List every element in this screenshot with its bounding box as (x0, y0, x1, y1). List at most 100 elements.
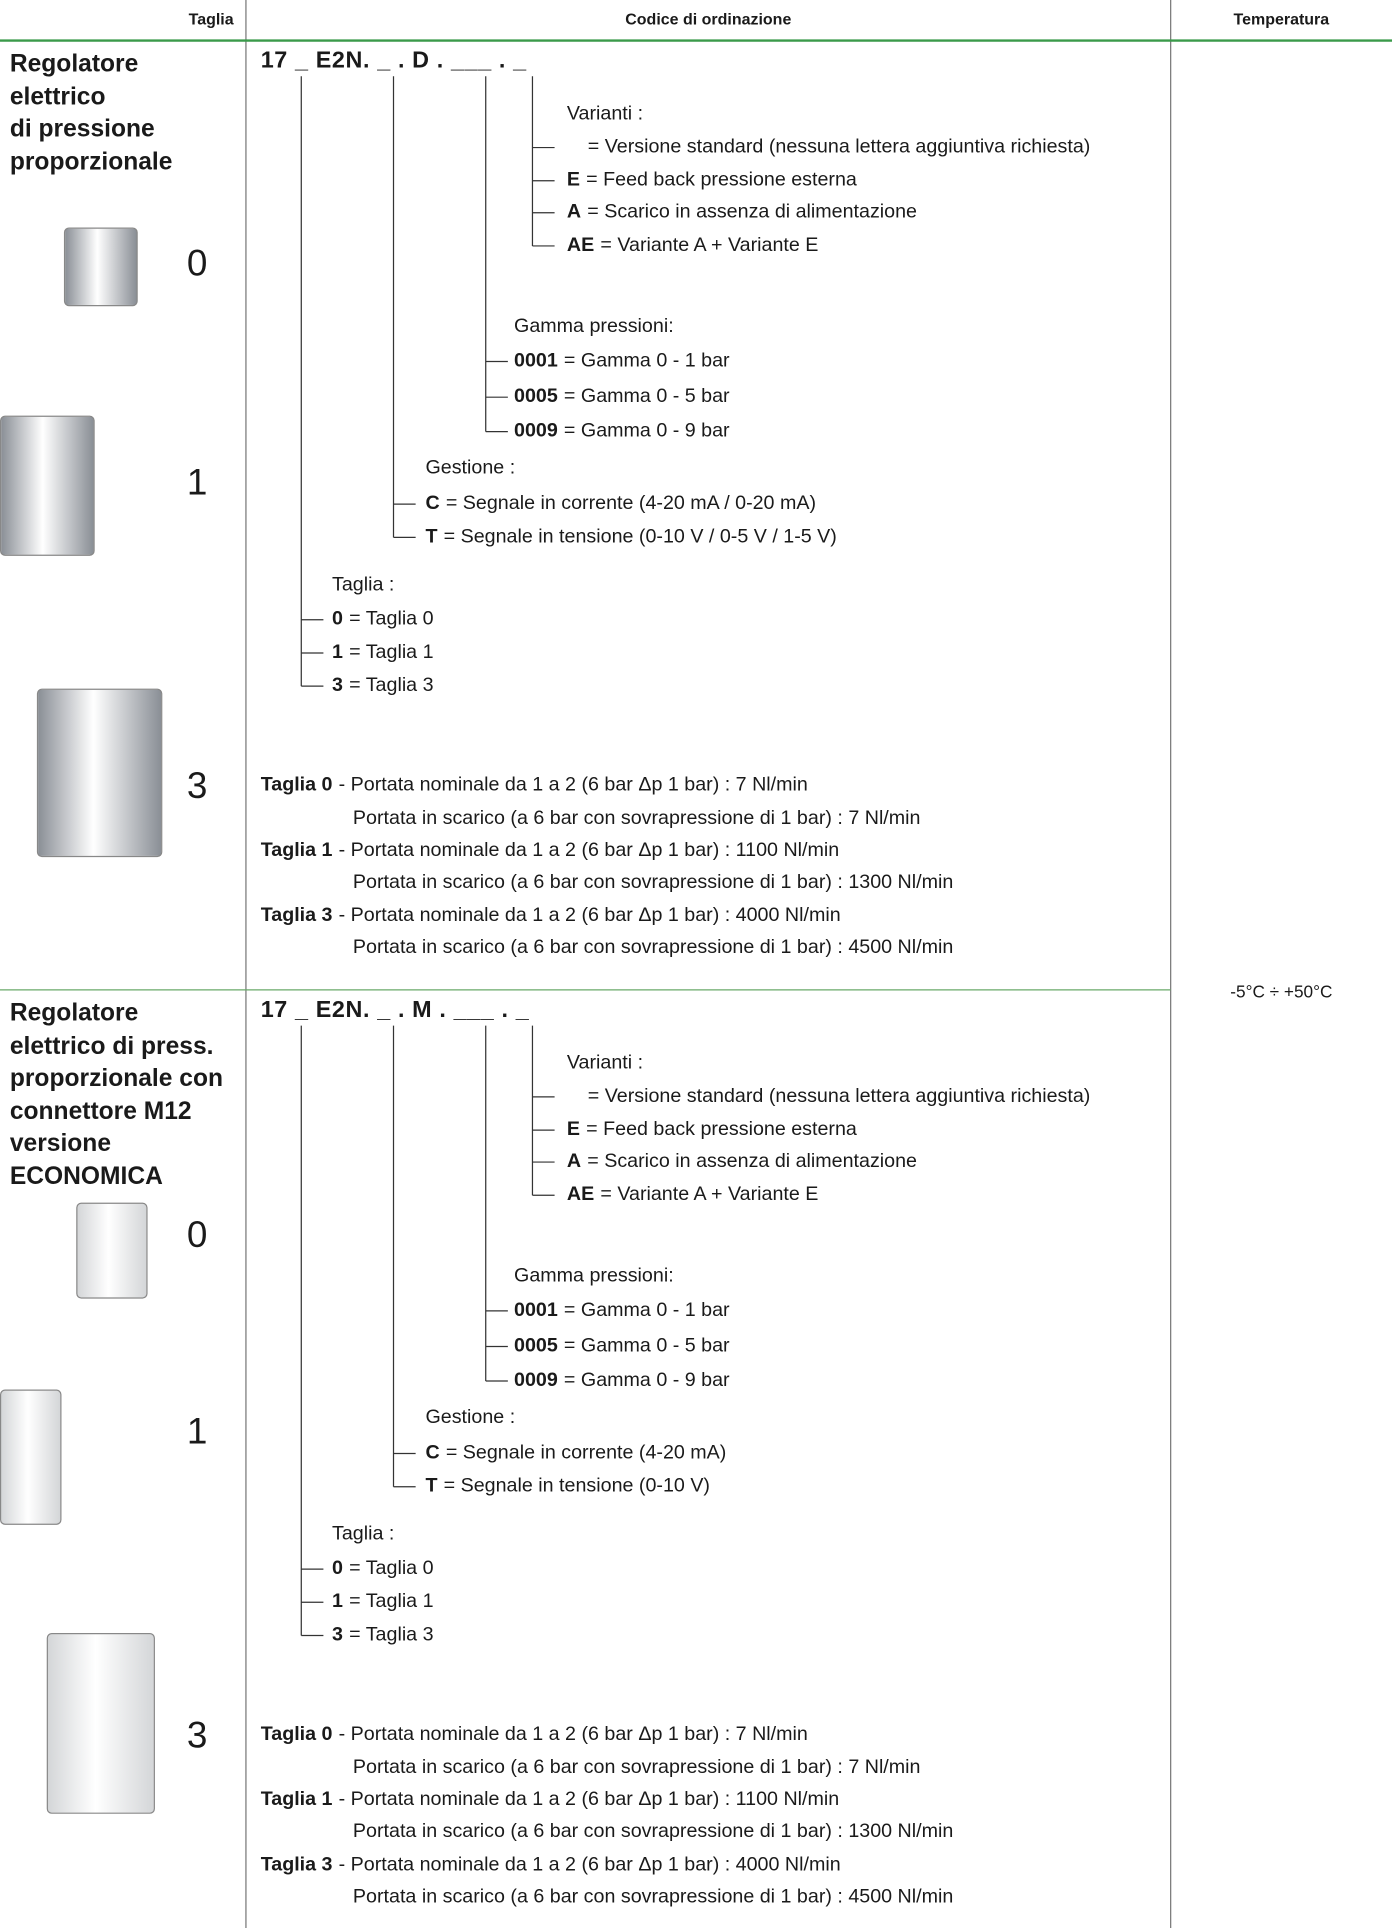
option: 0009 = Gamma 0 - 9 bar (514, 419, 730, 444)
product-image (76, 1202, 148, 1299)
flow-line: Taglia 1- Portata nominale da 1 a 2 (6 b… (261, 839, 839, 864)
option: C = Segnale in corrente (4-20 mA) (425, 1441, 726, 1466)
option: T = Segnale in tensione (0-10 V / 0-5 V /… (425, 525, 836, 550)
temperature: -5°C ÷ +50°C (1230, 981, 1333, 1001)
option-text: = Gamma 0 - 9 bar (563, 1369, 730, 1391)
option: 3 = Taglia 3 (332, 1623, 434, 1648)
option: E = Feed back pressione esterna (567, 168, 857, 193)
option-key: C (425, 1442, 440, 1464)
option-text: = Taglia 3 (349, 1624, 434, 1646)
option-key: C (425, 493, 440, 515)
header-code: Codice di ordinazione (625, 9, 792, 29)
header-temperature: Temperatura (1233, 9, 1330, 29)
section-title: proporzionale (9, 148, 173, 176)
flow-line: Taglia 1- Portata nominale da 1 a 2 (6 b… (261, 1788, 839, 1813)
option-text: = Taglia 3 (349, 675, 434, 697)
option-key: E (566, 169, 581, 191)
size-number: 0 (186, 243, 208, 285)
option: 1 = Taglia 1 (332, 1590, 434, 1615)
option-key: T (425, 1475, 438, 1497)
option-text: = Versione standard (nessuna lettera agg… (587, 1085, 1091, 1107)
header-size: Taglia (188, 9, 234, 29)
option: = Versione standard (nessuna lettera agg… (588, 135, 1091, 160)
option-text: = Taglia 0 (349, 608, 434, 630)
flow-line: Taglia 0- Portata nominale da 1 a 2 (6 b… (261, 1723, 808, 1748)
flow-line: Portata in scarico (a 6 bar con sovrapre… (353, 871, 953, 896)
flow-line-text: - Portata nominale da 1 a 2 (6 bar Δp 1 … (338, 774, 808, 796)
flow-line: Portata in scarico (a 6 bar con sovrapre… (353, 1885, 953, 1910)
option-key: 0009 (514, 1369, 558, 1391)
option: 3 = Taglia 3 (332, 674, 434, 699)
option: 1 = Taglia 1 (332, 641, 434, 666)
option-text: = Gamma 0 - 1 bar (563, 350, 730, 372)
option-key: 1 (332, 641, 343, 663)
option-key: AE (566, 234, 595, 256)
size-number: 3 (186, 1715, 208, 1757)
flow-line-text: Portata in scarico (a 6 bar con sovrapre… (352, 807, 921, 829)
flow-line-text: Portata in scarico (a 6 bar con sovrapre… (352, 1821, 954, 1843)
option-text: = Feed back pressione esterna (586, 1119, 857, 1140)
option-key: 0 (332, 608, 343, 630)
product-image (63, 227, 138, 307)
option: E = Feed back pressione esterna (567, 1118, 857, 1143)
section-title: connettore M12 (9, 1097, 192, 1125)
flow-line: Taglia 3- Portata nominale da 1 a 2 (6 b… (261, 1853, 841, 1878)
group-label: Taglia : (332, 1523, 395, 1545)
option-key: A (566, 201, 582, 223)
option: T = Segnale in tensione (0-10 V) (425, 1474, 710, 1499)
option-text: = Segnale in tensione (0-10 V) (443, 1475, 710, 1497)
order-code: 17 _ E2N. _ . D . ___ . _ (260, 47, 527, 74)
product-image (46, 1633, 155, 1814)
option: 0001 = Gamma 0 - 1 bar (514, 349, 730, 374)
flow-line-text: Portata in scarico (a 6 bar con sovrapre… (352, 937, 954, 958)
flow-line: Portata in scarico (a 6 bar con sovrapre… (353, 936, 953, 961)
flow-line: Portata in scarico (a 6 bar con sovrapre… (353, 807, 921, 832)
product-image (0, 1389, 62, 1525)
option-key: A (566, 1150, 582, 1172)
option-key: 1 (332, 1591, 343, 1613)
section-title: Regolatore (9, 50, 139, 78)
option-key: 0005 (514, 386, 558, 408)
option: C = Segnale in corrente (4-20 mA / 0-20 m… (425, 492, 816, 517)
flow-line-text: - Portata nominale da 1 a 2 (6 bar Δp 1 … (338, 1854, 841, 1876)
option-text: = Taglia 0 (349, 1558, 434, 1579)
option-text: = Taglia 1 (349, 1591, 434, 1613)
option-text: = Gamma 0 - 9 bar (563, 420, 730, 442)
section-title: proporzionale con (9, 1064, 223, 1092)
option-key: 0009 (514, 420, 558, 442)
option-key: T (425, 526, 438, 548)
flow-line-text: Portata in scarico (a 6 bar con sovrapre… (352, 871, 954, 893)
option: AE = Variante A + Variante E (567, 1183, 819, 1208)
flow-line-text: - Portata nominale da 1 a 2 (6 bar Δp 1 … (338, 839, 840, 861)
option-text: = Segnale in corrente (4-20 mA) (445, 1442, 727, 1464)
section-title: elettrico (9, 83, 106, 111)
option-text: = Gamma 0 - 1 bar (563, 1299, 730, 1321)
product-image (0, 415, 95, 556)
group-label: Gestione : (425, 457, 516, 479)
option-text: = Variante A + Variante E (600, 1184, 819, 1206)
option: 0009 = Gamma 0 - 9 bar (514, 1369, 730, 1394)
flow-line-text: Portata in scarico (a 6 bar con sovrapre… (352, 1757, 921, 1779)
flow-line-key: Taglia 1 (260, 1789, 333, 1811)
option: 0005 = Gamma 0 - 5 bar (514, 385, 730, 410)
size-number: 1 (186, 462, 208, 503)
section-title: Regolatore (9, 999, 139, 1027)
option-text: = Variante A + Variante E (600, 234, 819, 256)
option-text: = Gamma 0 - 5 bar (563, 386, 730, 408)
option-text: = Feed back pressione esterna (586, 169, 857, 191)
option: AE = Variante A + Variante E (567, 234, 819, 259)
option-key: 3 (332, 675, 343, 697)
order-code: 17 _ E2N. _ . M . ___ . _ (260, 997, 530, 1024)
group-label: Gestione : (425, 1406, 516, 1428)
size-number: 0 (186, 1214, 208, 1256)
flow-line-key: Taglia 3 (260, 905, 333, 926)
option: 0 = Taglia 0 (332, 1557, 434, 1582)
option: A = Scarico in assenza di alimentazione (567, 1150, 917, 1175)
option-text: = Gamma 0 - 5 bar (563, 1335, 730, 1357)
section-title: elettrico di press. (9, 1032, 214, 1060)
flow-line-text: - Portata nominale da 1 a 2 (6 bar Δp 1 … (338, 1789, 840, 1811)
flow-line: Portata in scarico (a 6 bar con sovrapre… (353, 1820, 953, 1845)
group-label: Gamma pressioni: (514, 1265, 674, 1287)
